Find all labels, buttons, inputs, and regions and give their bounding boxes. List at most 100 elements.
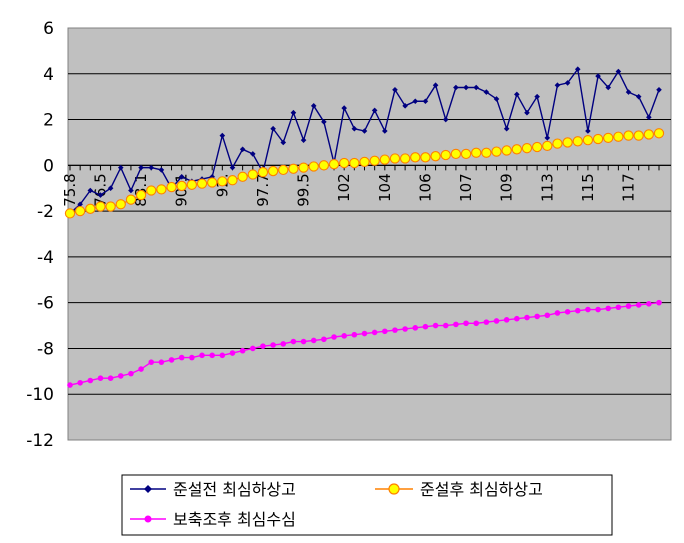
data-point (514, 91, 520, 98)
y-tick-label: 2 (43, 111, 54, 131)
series-3 (67, 299, 662, 388)
data-point (239, 146, 246, 153)
data-point (382, 128, 388, 134)
data-point (595, 306, 601, 313)
data-point (534, 313, 540, 320)
data-point (280, 139, 287, 146)
data-point (595, 73, 601, 79)
data-point (85, 203, 96, 214)
data-point (138, 164, 144, 171)
data-point (605, 305, 612, 312)
data-point (493, 96, 500, 102)
data-point (87, 187, 94, 194)
data-point (310, 337, 317, 344)
data-point (249, 345, 256, 352)
data-point (219, 352, 226, 359)
data-point (552, 138, 563, 149)
x-tick-label: 99.5 (295, 173, 313, 206)
data-point (300, 338, 307, 345)
data-point (440, 149, 451, 161)
data-point (585, 128, 591, 134)
data-point (97, 375, 104, 382)
x-tick-label: 107 (457, 173, 475, 202)
data-point (290, 338, 297, 345)
data-point (453, 321, 459, 328)
data-point (635, 93, 642, 100)
data-point (633, 130, 644, 141)
legend-entry-series-2: 준설후 최심하상고 (375, 480, 543, 499)
data-point (432, 322, 439, 329)
x-tick-label: 117 (620, 173, 638, 202)
data-point (554, 82, 561, 89)
x-tick-label: 104 (376, 173, 394, 202)
data-point (531, 141, 543, 153)
data-point (351, 331, 358, 338)
data-point (321, 336, 327, 343)
y-tick-label: -6 (37, 294, 54, 314)
data-point (146, 185, 157, 196)
data-point (359, 156, 370, 168)
data-point (483, 319, 490, 325)
data-point (463, 84, 469, 91)
data-point (270, 342, 276, 348)
data-point (298, 162, 309, 173)
data-point (524, 109, 530, 116)
data-point (67, 382, 73, 388)
data-point (115, 199, 126, 210)
data-point (308, 161, 319, 172)
data-point (412, 325, 419, 331)
data-point (97, 192, 104, 198)
data-point (64, 208, 76, 219)
data-point (585, 306, 591, 313)
data-point (117, 373, 124, 379)
data-point (217, 176, 228, 187)
data-point (623, 130, 634, 141)
data-point (178, 173, 185, 180)
data-point (77, 201, 83, 208)
data-point (615, 68, 622, 75)
data-point (471, 147, 482, 158)
data-point (450, 148, 462, 160)
data-point (107, 375, 114, 382)
data-point (643, 129, 654, 140)
data-point (361, 330, 368, 337)
data-point (209, 173, 215, 180)
data-point (392, 87, 398, 93)
series-2 (64, 128, 665, 219)
data-point (635, 302, 642, 308)
data-point (237, 171, 248, 182)
data-point (382, 328, 388, 335)
data-point (564, 309, 571, 315)
data-point (199, 352, 205, 359)
data-point (534, 93, 540, 100)
data-point (544, 135, 551, 141)
data-point (249, 151, 256, 157)
data-point (178, 354, 185, 361)
data-point (562, 137, 573, 148)
data-point (349, 157, 360, 169)
legend-label-series-3: 보축조후 최심수심 (173, 510, 296, 529)
data-point (625, 89, 632, 95)
y-tick-label: -10 (26, 385, 54, 405)
data-point (615, 304, 622, 311)
data-point (186, 179, 198, 190)
data-point (564, 80, 571, 86)
data-point (554, 310, 561, 316)
data-point (592, 133, 604, 145)
legend-entry-series-1: 준설전 최심하상고 (130, 480, 296, 499)
data-point (318, 160, 330, 171)
data-point (656, 87, 662, 93)
y-tick-label: -12 (26, 431, 54, 451)
data-point (625, 303, 632, 309)
data-point (166, 181, 177, 193)
data-point (514, 315, 520, 322)
data-point (646, 301, 652, 307)
data-point (270, 125, 276, 132)
data-point (189, 354, 195, 361)
data-point (280, 341, 287, 347)
data-point (278, 164, 289, 176)
x-tick-label: 115 (579, 173, 597, 202)
x-axis-ticks: 75.876.588.190.192.97.799.51021041061071… (61, 173, 638, 206)
data-point (501, 145, 512, 156)
data-point (656, 299, 662, 306)
